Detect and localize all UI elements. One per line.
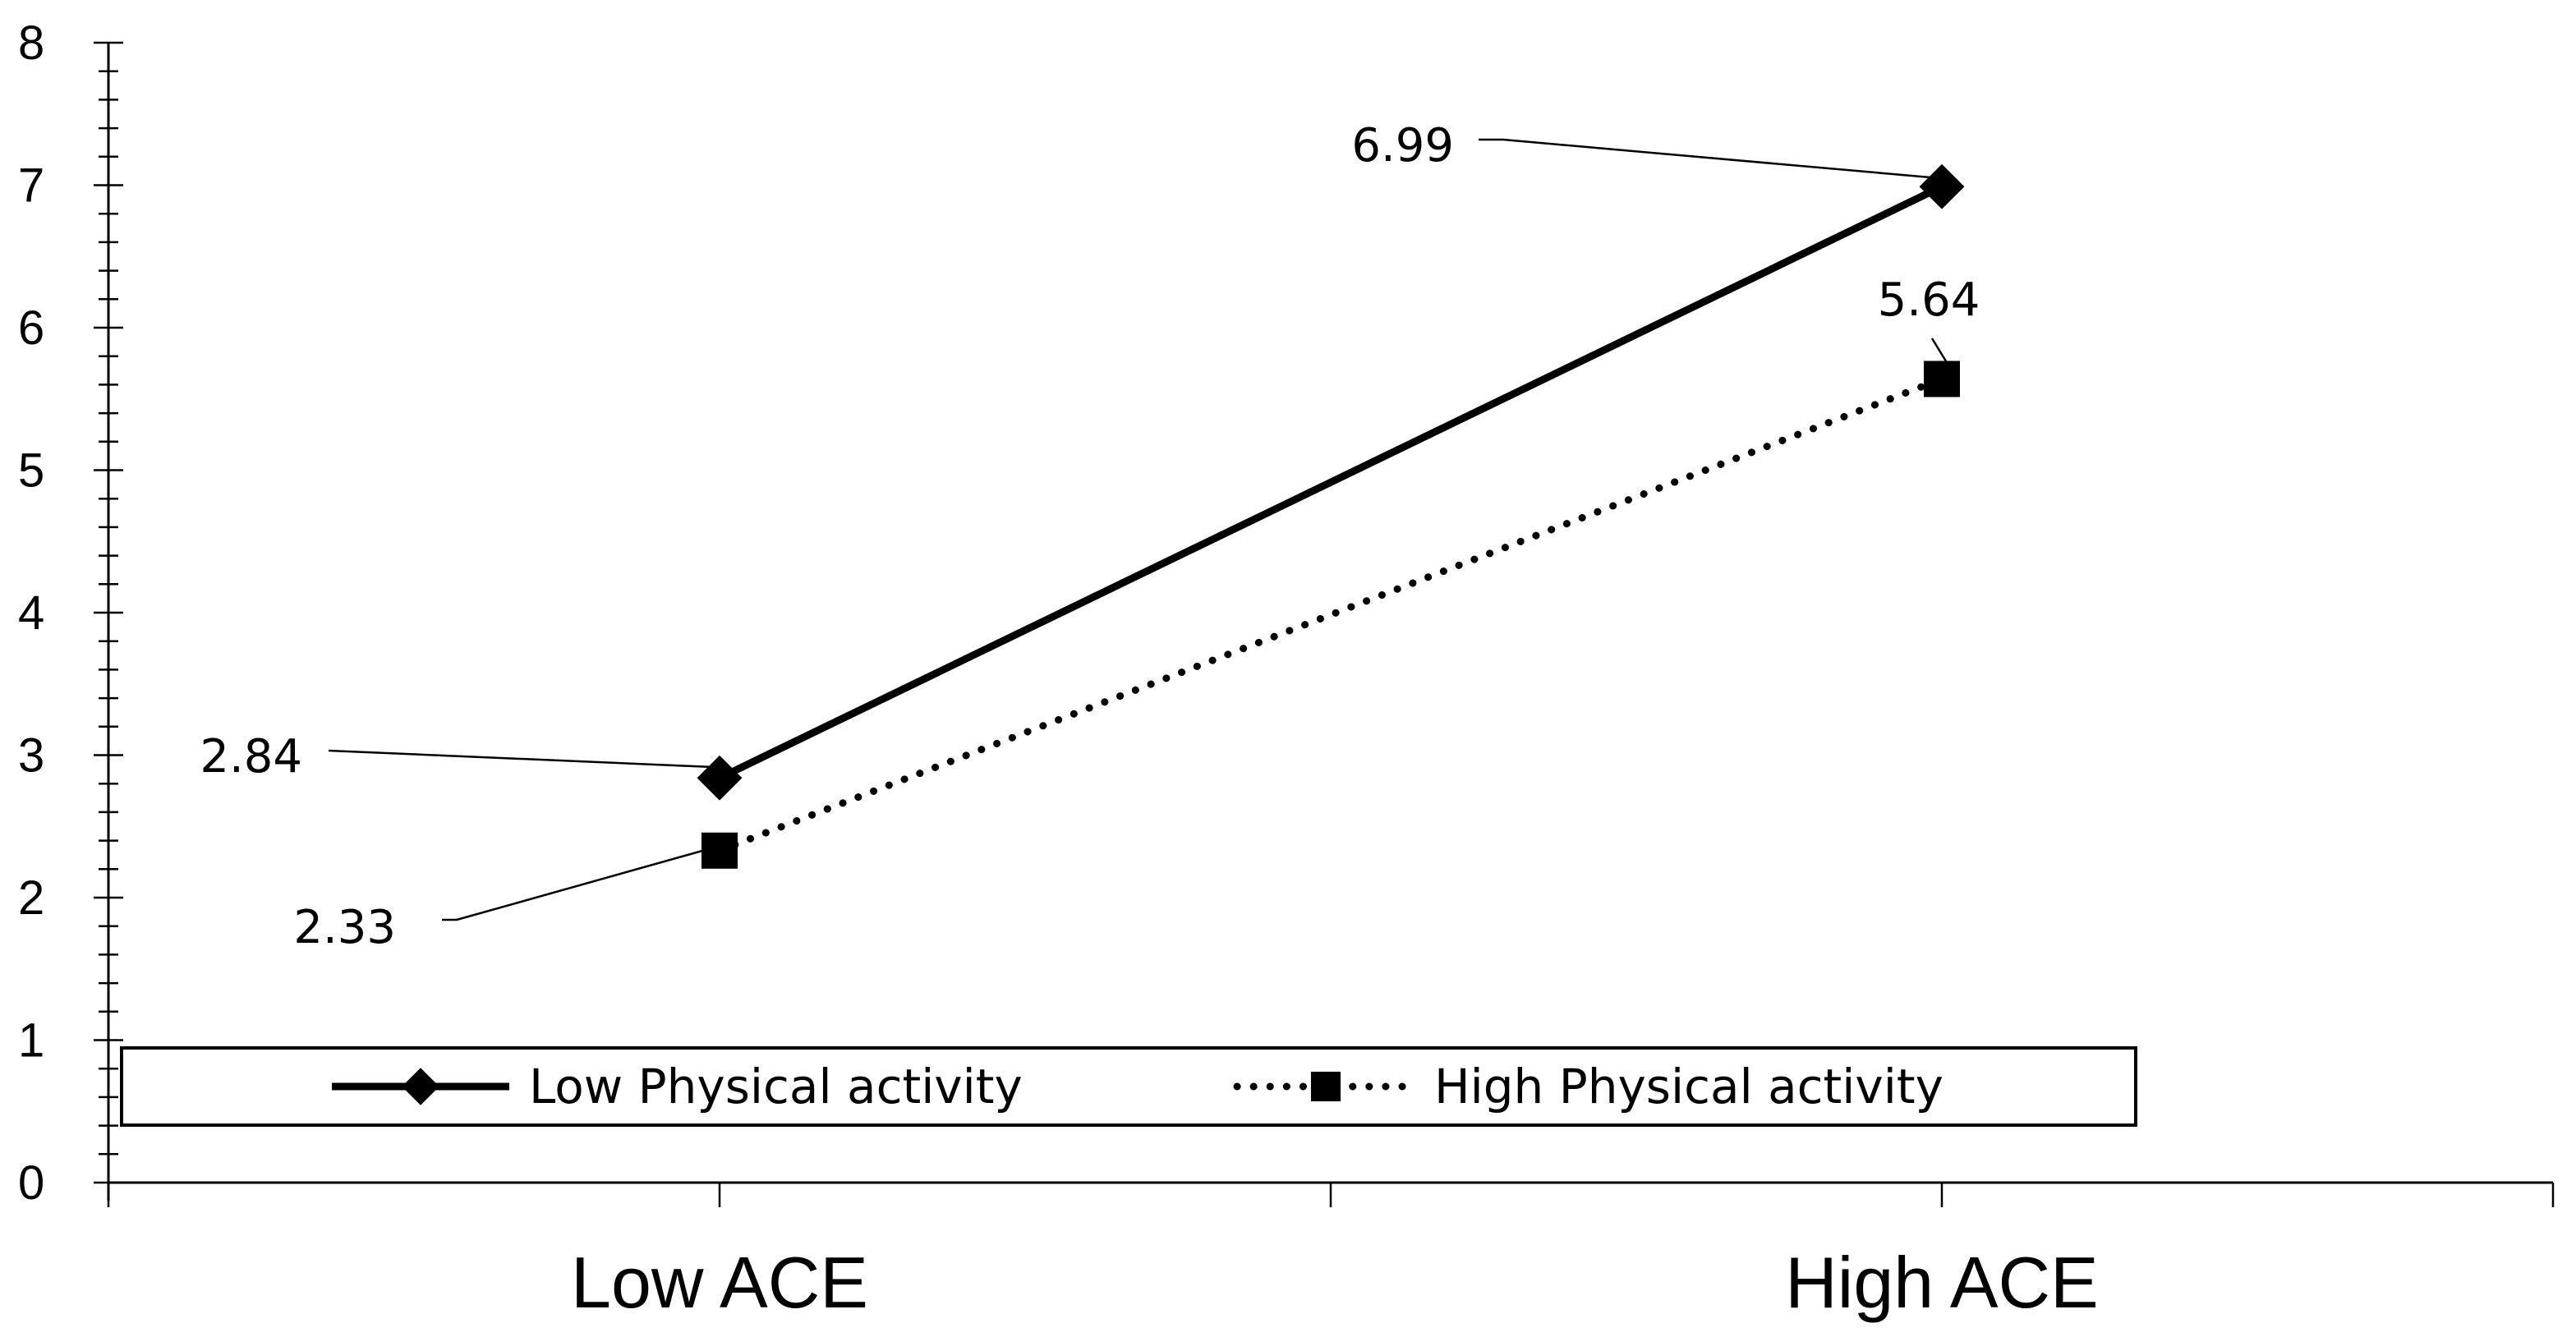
y-tick-label: 5 (18, 444, 44, 498)
leader-line (442, 848, 709, 921)
y-axis-ticks (94, 41, 2555, 1207)
y-tick-label: 1 (18, 1014, 44, 1068)
legend-marker-diamond (402, 1068, 439, 1105)
y-axis-tick-labels: 0 1 2 3 4 5 6 7 8 (18, 16, 44, 1210)
series-low-physical-activity (697, 163, 1965, 801)
data-label: 6.99 (1351, 119, 1454, 172)
axes (107, 43, 2553, 1201)
series-high-physical-activity (702, 361, 1960, 869)
data-labels: 2.84 6.99 2.33 5.64 (200, 119, 1980, 954)
data-point-diamond (697, 755, 743, 801)
data-point-square (1924, 361, 1960, 397)
series-line (718, 183, 1944, 782)
legend-item: High Physical activity (1233, 1059, 1944, 1114)
legend-item: Low Physical activity (332, 1059, 1023, 1114)
y-tick-label: 4 (18, 586, 44, 640)
y-tick-label: 7 (18, 159, 44, 213)
leader-line (328, 749, 714, 769)
y-tick-label: 0 (18, 1156, 44, 1210)
legend-marker-square (1310, 1071, 1341, 1102)
x-tick-label: High ACE (1785, 1242, 2099, 1323)
y-tick-label: 8 (18, 16, 44, 70)
legend-label: Low Physical activity (529, 1059, 1023, 1114)
data-point-square (702, 832, 738, 869)
y-tick-label: 2 (18, 871, 44, 925)
legend: Low Physical activity High Physical activ… (120, 1046, 2137, 1127)
y-tick-label: 3 (18, 729, 44, 783)
leader-line (1930, 338, 1952, 369)
y-tick-label: 6 (18, 301, 44, 355)
series-layer (697, 163, 1965, 869)
data-label: 5.64 (1878, 273, 1980, 327)
x-tick-label: Low ACE (571, 1242, 868, 1323)
data-point-diamond (1919, 163, 1965, 209)
leader-line (1479, 138, 1931, 179)
series-line (715, 374, 1946, 855)
data-label-leaders (328, 138, 1952, 921)
legend-label: High Physical activity (1434, 1059, 1944, 1114)
x-axis-tick-labels: Low ACE High ACE (571, 1242, 2099, 1323)
data-label: 2.84 (200, 730, 302, 783)
data-label: 2.33 (293, 901, 396, 954)
